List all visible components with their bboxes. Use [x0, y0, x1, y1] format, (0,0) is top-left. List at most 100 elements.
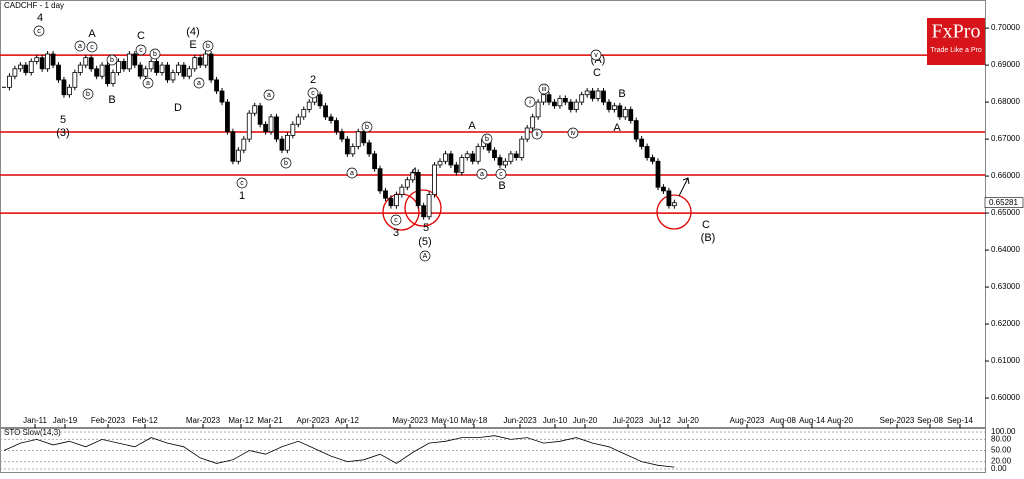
candle — [328, 116, 334, 121]
candle — [443, 153, 448, 162]
candle — [344, 138, 350, 155]
candle — [295, 116, 301, 125]
candle — [99, 64, 105, 77]
candle — [105, 64, 110, 85]
candle — [175, 64, 181, 73]
wave-circle — [524, 96, 536, 108]
x-tick-label: Aug-08 — [770, 416, 796, 425]
x-tick-label: Aug-2023 — [730, 416, 765, 425]
candle — [530, 116, 536, 129]
y-tick-label: 0.61000 — [991, 356, 1020, 365]
circled-label: A — [423, 253, 428, 260]
circled-label: a — [480, 171, 484, 178]
wave-circle — [280, 157, 292, 169]
candle — [214, 79, 219, 92]
wave-label: A — [613, 122, 621, 134]
candle — [661, 186, 666, 192]
circled-label: b — [365, 124, 369, 131]
candle — [154, 61, 160, 73]
y-tick-label: 0.69000 — [991, 60, 1020, 69]
circled-label: v — [594, 52, 598, 59]
circled-label: a — [146, 80, 150, 87]
x-tick-label: Feb-2023 — [91, 416, 126, 425]
y-tick-label: 0.66000 — [991, 171, 1020, 180]
wave-label: D — [174, 102, 182, 114]
candle — [650, 157, 655, 162]
wave-label: C — [702, 219, 710, 231]
highlight-circle — [656, 194, 692, 230]
y-tick-label: 0.70000 — [991, 23, 1020, 32]
candle — [502, 160, 508, 166]
wave-circle — [307, 87, 319, 99]
wave-label: 5 — [423, 222, 429, 234]
y-tick-label: 0.68000 — [991, 97, 1020, 106]
candle — [219, 90, 225, 103]
wave-label: B — [108, 94, 115, 106]
candle — [186, 68, 192, 77]
candle — [110, 72, 116, 85]
last-price-label: 0.65281 — [989, 198, 1018, 207]
circled-label: c — [499, 171, 503, 178]
candle — [546, 94, 552, 103]
last-price-box — [984, 197, 1024, 208]
candle — [421, 205, 427, 218]
circled-label: c — [37, 28, 41, 35]
wave-circle — [361, 121, 373, 133]
candle — [45, 53, 50, 70]
candle — [448, 153, 454, 166]
candle — [541, 94, 546, 103]
stoch-tick-label: 100.00 — [991, 427, 1016, 436]
wave-circle — [236, 177, 248, 189]
wave-circle — [531, 128, 543, 140]
candle — [126, 53, 132, 70]
wave-circle — [538, 83, 550, 95]
circled-label: b — [153, 51, 157, 58]
circled-label: a — [78, 43, 82, 50]
wave-circle — [135, 44, 147, 56]
wave-circle — [202, 40, 214, 52]
wave-circle — [82, 88, 94, 100]
candle — [568, 101, 574, 110]
stoch-line — [3, 435, 675, 468]
x-tick-label: Sep-2023 — [880, 416, 915, 425]
wave-label: A — [88, 28, 96, 40]
candle — [34, 57, 40, 62]
candle — [77, 64, 83, 73]
wave-label: (4) — [186, 26, 199, 38]
candle — [404, 179, 410, 188]
candle — [225, 101, 230, 133]
logo-tagline: Trade Like a Pro — [930, 47, 982, 54]
wave-label: A — [468, 120, 476, 132]
candle — [399, 186, 405, 195]
circled-label: c — [139, 47, 143, 54]
wave-circle — [590, 49, 602, 61]
candle — [361, 131, 367, 144]
wave-label: 5 — [60, 114, 66, 126]
candle — [17, 64, 23, 70]
wave-circle — [567, 127, 579, 139]
circled-label: c — [311, 90, 315, 97]
wave-circle — [74, 40, 86, 52]
candle — [12, 68, 18, 77]
candle — [639, 138, 645, 147]
y-tick-label: 0.64000 — [991, 245, 1020, 254]
candle — [192, 57, 198, 70]
candle — [606, 101, 612, 110]
x-tick-label: Mar-2023 — [186, 416, 221, 425]
candle — [208, 53, 214, 81]
candle — [197, 57, 203, 66]
wave-circle — [419, 250, 431, 262]
candle — [263, 123, 269, 133]
candle — [622, 109, 628, 118]
wave-label: C — [137, 30, 145, 42]
candle — [72, 72, 78, 88]
logo: FxPro — [932, 21, 981, 43]
candle — [601, 90, 606, 103]
candle — [61, 79, 67, 96]
candle — [432, 164, 437, 195]
x-tick-label: Jun-20 — [573, 416, 598, 425]
candle — [339, 131, 345, 140]
logo-box — [927, 18, 985, 65]
candle — [453, 164, 459, 173]
